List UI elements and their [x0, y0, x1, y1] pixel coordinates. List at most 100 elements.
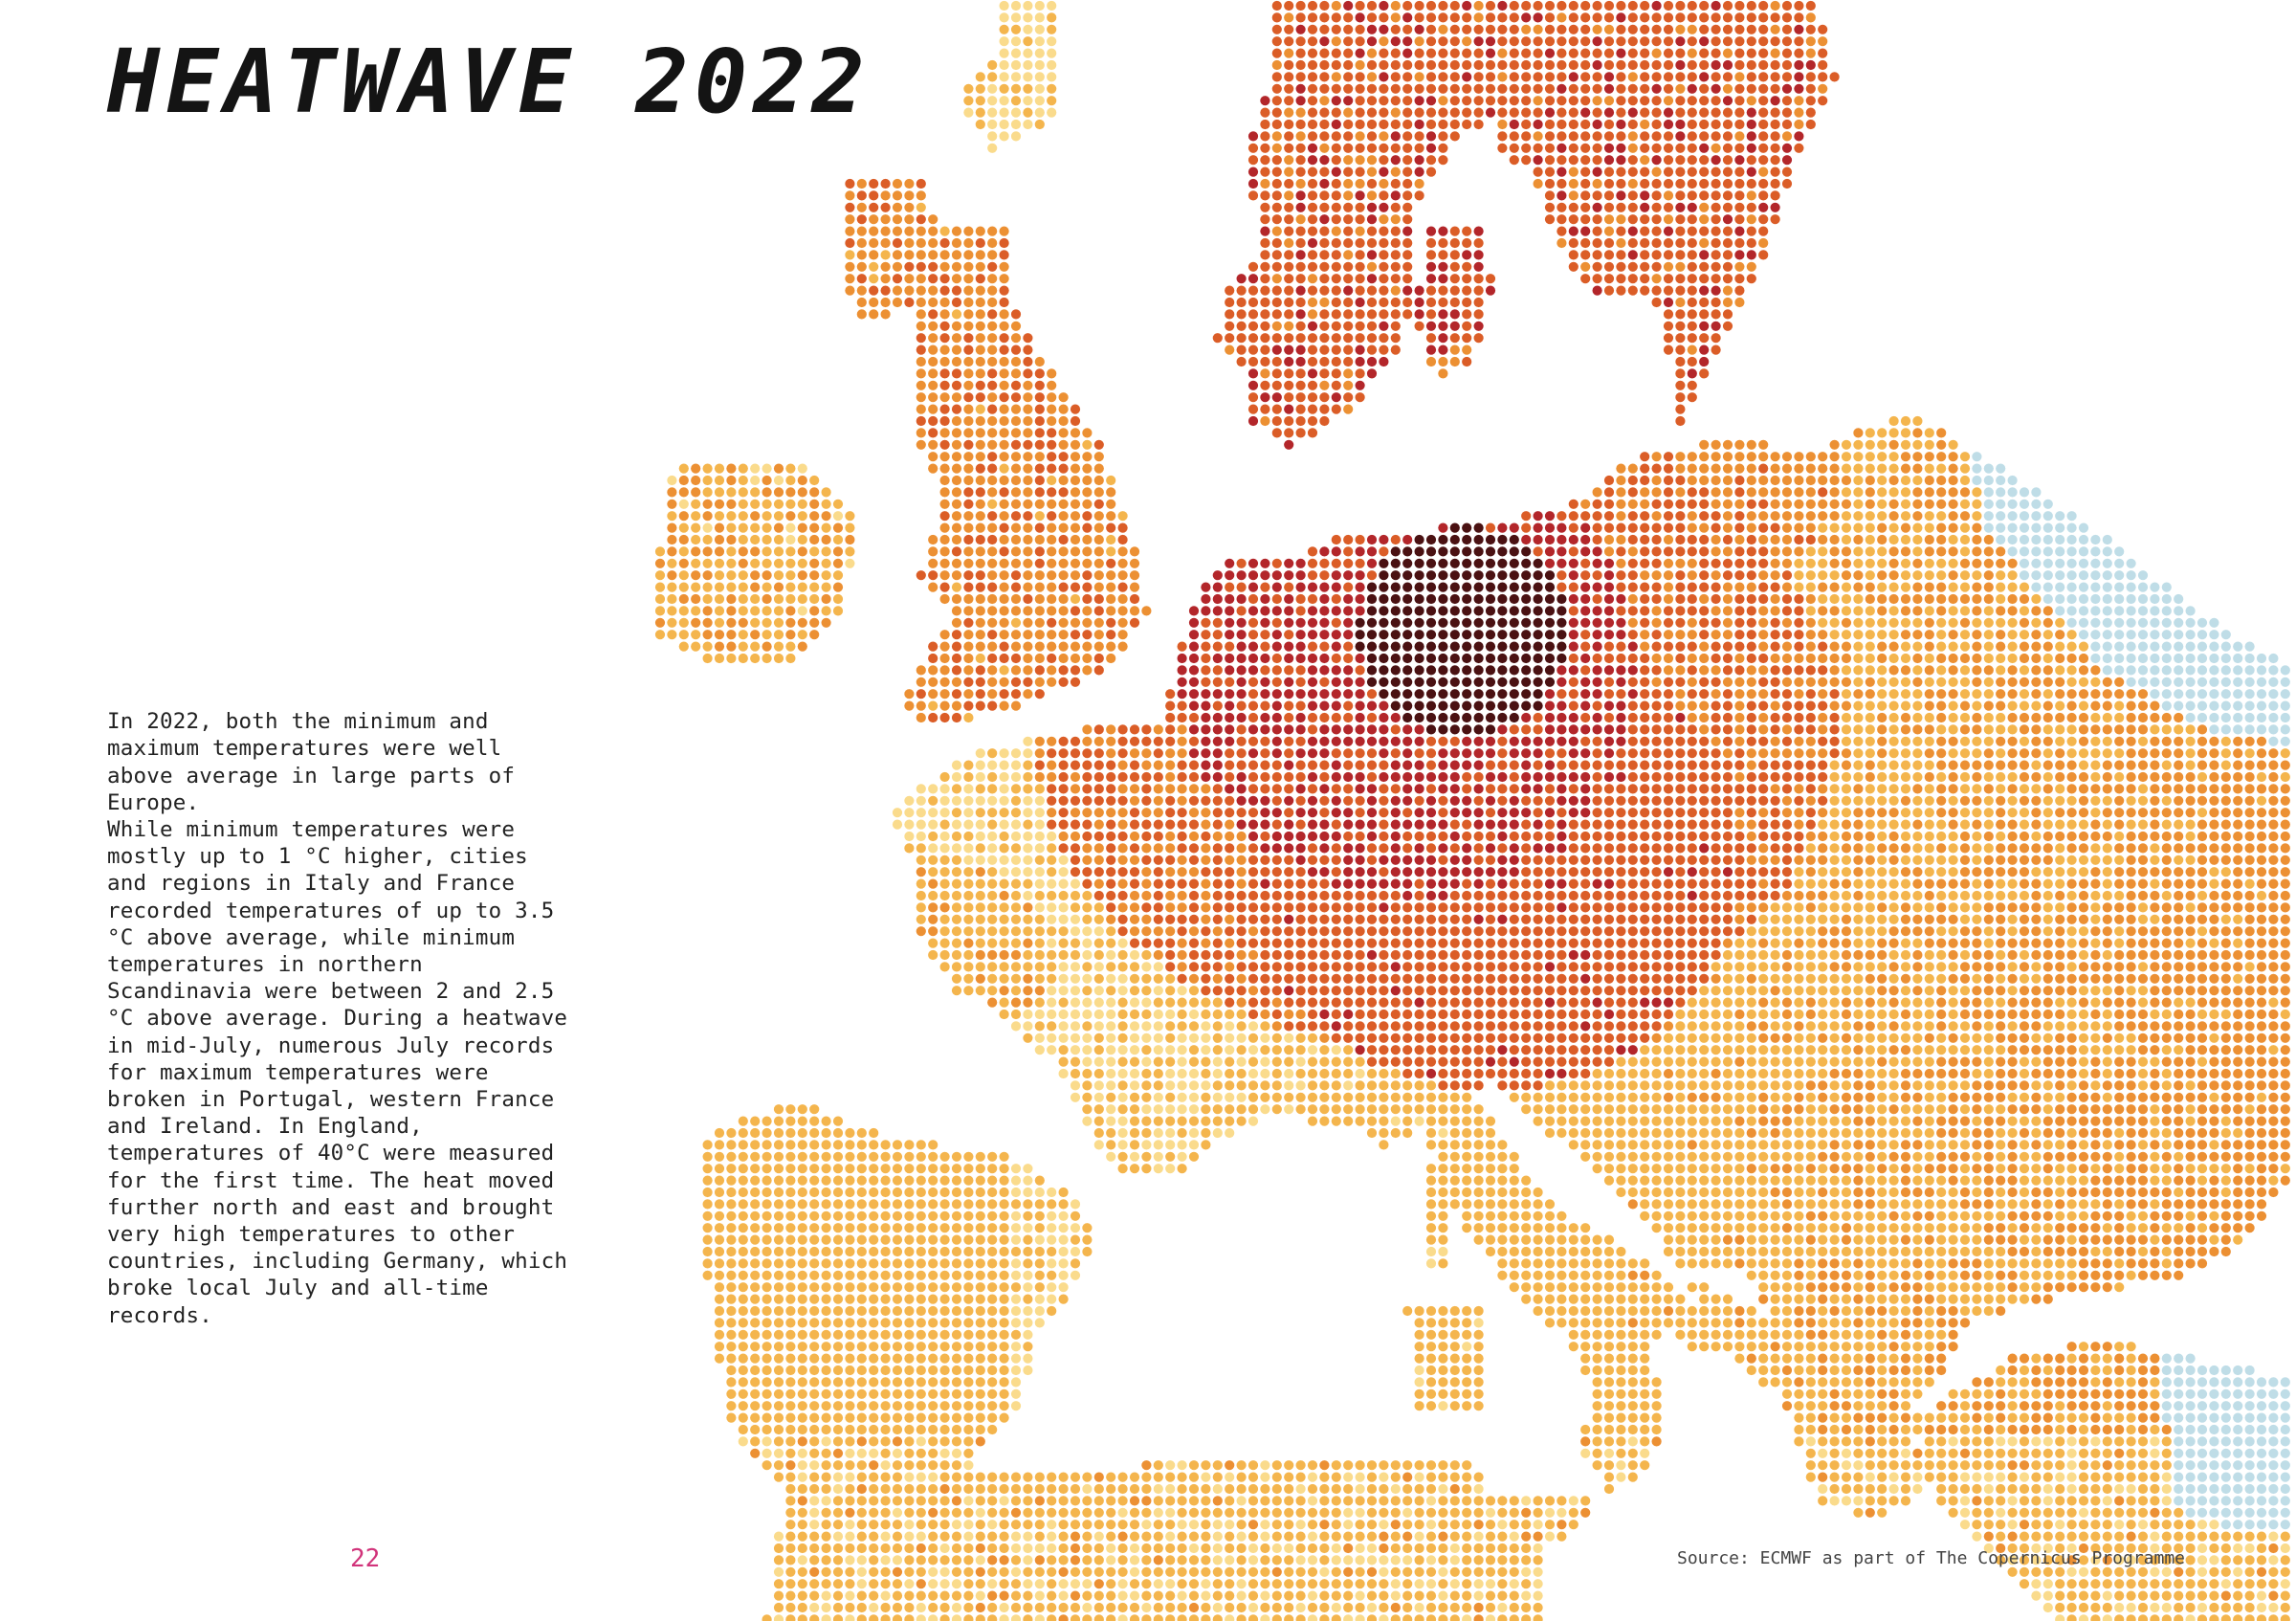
map-dot [1379, 143, 1389, 153]
map-dot [1699, 274, 1710, 284]
map-dot [999, 771, 1009, 783]
map-dot [939, 689, 950, 699]
map-dot [1414, 321, 1424, 331]
map-dot [1794, 712, 1804, 723]
map-dot [1948, 630, 1958, 640]
map-dot [1188, 617, 1200, 628]
map-dot [1734, 570, 1745, 581]
map-dot [1972, 771, 1982, 783]
map-dot [1675, 784, 1686, 794]
map-dot [832, 606, 844, 616]
map-dot [1627, 760, 1638, 770]
map-dot [1948, 808, 1958, 818]
map-dot [1829, 534, 1840, 545]
map-dot [1794, 736, 1804, 746]
map-dot [1853, 760, 1864, 770]
map-dot [1675, 736, 1686, 746]
map-dot [2102, 831, 2112, 842]
map-dot [1070, 653, 1081, 664]
map-dot [1379, 261, 1389, 272]
map-dot [1438, 36, 1448, 47]
map-dot [1473, 784, 1484, 794]
map-dot [1711, 83, 1721, 94]
map-dot [1402, 617, 1413, 628]
map-dot [975, 641, 985, 652]
map-dot [1070, 475, 1081, 486]
map-dot [1972, 606, 1982, 616]
map-dot [1331, 630, 1341, 640]
map-dot [1047, 107, 1057, 118]
map-dot [1449, 333, 1460, 344]
map-dot [1034, 404, 1045, 414]
map-dot [1603, 736, 1615, 746]
map-dot [1023, 771, 1033, 783]
map-dot [1900, 428, 1911, 438]
map-dot [1402, 72, 1413, 82]
map-dot [1485, 48, 1496, 58]
map-dot [1070, 808, 1081, 818]
map-dot [2197, 760, 2208, 770]
map-dot [1533, 534, 1543, 545]
map-dot [1247, 321, 1259, 331]
map-dot [1082, 511, 1093, 522]
map-dot [1093, 511, 1104, 522]
map-dot [1010, 630, 1022, 640]
map-dot [1603, 534, 1615, 545]
map-dot [1343, 83, 1354, 94]
map-dot [928, 368, 938, 379]
map-dot [1343, 808, 1354, 818]
map-dot [1319, 771, 1330, 783]
map-dot [1485, 700, 1496, 711]
map-dot [1841, 653, 1852, 664]
map-dot [928, 297, 938, 308]
map-dot [1627, 784, 1638, 794]
map-dot [1794, 784, 1804, 794]
map-dot [1829, 558, 1840, 568]
map-dot [1983, 665, 1994, 676]
map-dot [2055, 831, 2065, 842]
map-dot [1734, 237, 1745, 249]
map-dot [1616, 831, 1626, 842]
map-dot [1663, 665, 1674, 676]
map-dot [1781, 59, 1793, 71]
map-dot [1687, 511, 1697, 522]
map-dot [2220, 771, 2231, 783]
map-dot [1687, 452, 1697, 462]
map-dot [1449, 831, 1460, 842]
map-dot [1592, 119, 1602, 130]
map-dot [1948, 558, 1958, 568]
map-dot [1746, 630, 1756, 640]
map-dot [2185, 653, 2196, 664]
map-dot [1675, 404, 1686, 414]
map-dot [1379, 309, 1389, 320]
map-dot [1260, 831, 1270, 842]
map-dot [2174, 665, 2184, 676]
map-dot [1355, 677, 1365, 687]
map-dot [2078, 665, 2089, 676]
map-dot [738, 487, 748, 498]
map-dot [1592, 487, 1602, 498]
map-dot [1640, 178, 1650, 189]
map-dot [1414, 558, 1424, 568]
map-dot [1117, 784, 1128, 794]
map-dot [1663, 36, 1674, 47]
map-dot [1853, 630, 1864, 640]
map-dot [1236, 665, 1247, 676]
map-dot [1307, 771, 1318, 783]
map-dot [1533, 641, 1543, 652]
map-dot [1307, 59, 1318, 71]
map-dot [999, 795, 1009, 806]
map-dot [821, 606, 831, 616]
map-dot [1260, 748, 1270, 759]
map-dot [1034, 558, 1045, 568]
map-dot [1781, 808, 1793, 818]
map-dot [1663, 344, 1674, 355]
map-dot [1770, 452, 1780, 462]
map-dot [1319, 392, 1330, 403]
map-dot [1758, 582, 1769, 592]
map-dot [1247, 333, 1259, 344]
map-dot [1462, 107, 1472, 118]
map-dot [2055, 689, 2065, 699]
map-dot [1675, 570, 1686, 581]
map-dot [1390, 784, 1401, 794]
